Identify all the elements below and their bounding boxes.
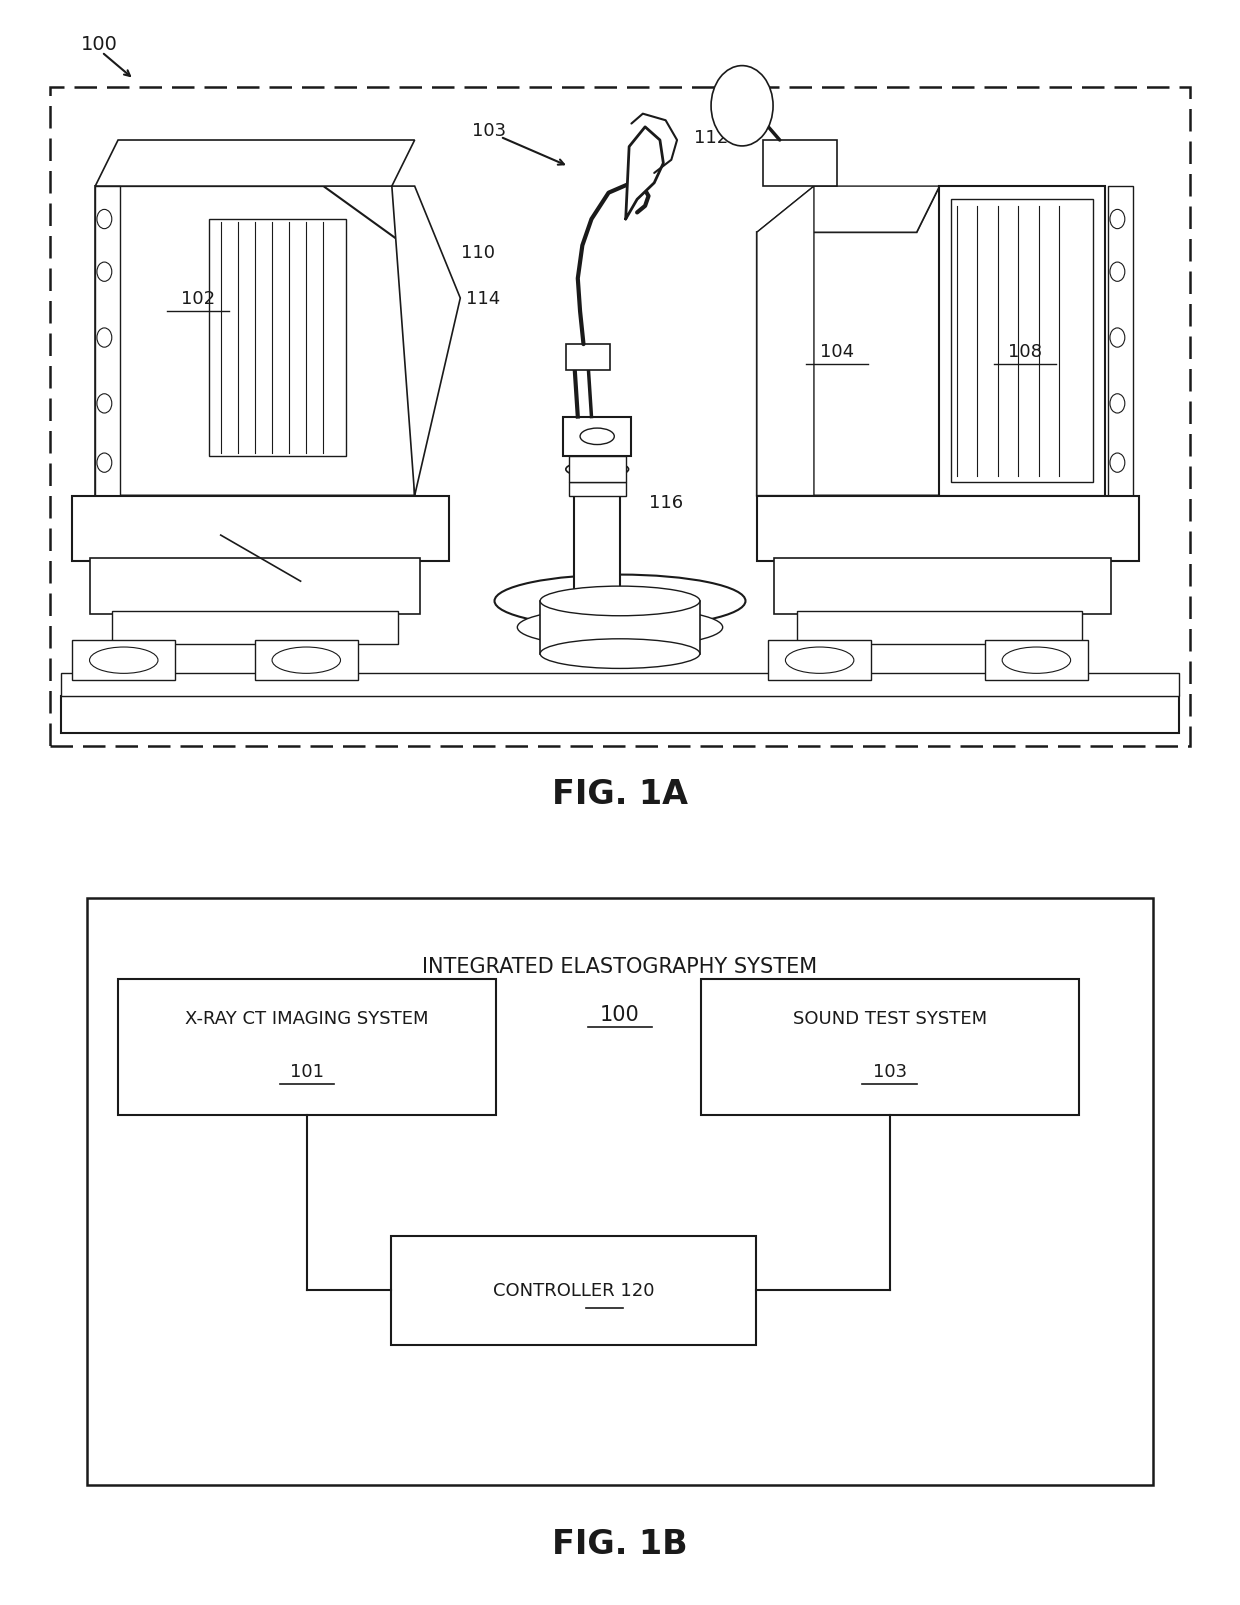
Circle shape xyxy=(1110,329,1125,348)
Ellipse shape xyxy=(785,647,854,674)
Bar xyxy=(50,88,1190,746)
Text: 101: 101 xyxy=(290,1063,324,1080)
Ellipse shape xyxy=(565,462,629,478)
Ellipse shape xyxy=(495,575,745,628)
Bar xyxy=(951,201,1094,483)
Bar xyxy=(985,640,1087,681)
Bar xyxy=(113,612,398,644)
Text: 103: 103 xyxy=(873,1063,906,1080)
Bar xyxy=(210,220,346,457)
Bar xyxy=(574,483,620,602)
Text: 114: 114 xyxy=(466,291,500,308)
Bar xyxy=(72,496,449,562)
Bar xyxy=(569,483,626,496)
Bar xyxy=(391,1236,756,1345)
Text: 104: 104 xyxy=(820,342,854,361)
Text: CONTROLLER 120: CONTROLLER 120 xyxy=(492,1281,655,1300)
Polygon shape xyxy=(626,128,663,220)
Bar xyxy=(541,602,699,655)
Bar xyxy=(797,612,1083,644)
Text: 108: 108 xyxy=(1008,342,1042,361)
Bar xyxy=(769,640,870,681)
Polygon shape xyxy=(756,188,813,496)
Bar xyxy=(87,899,1153,1485)
Circle shape xyxy=(1110,210,1125,230)
Ellipse shape xyxy=(1002,647,1070,674)
Text: X-RAY CT IMAGING SYSTEM: X-RAY CT IMAGING SYSTEM xyxy=(185,1010,429,1027)
Circle shape xyxy=(97,210,112,230)
Bar xyxy=(940,186,1105,496)
Text: FIG. 1A: FIG. 1A xyxy=(552,778,688,811)
Polygon shape xyxy=(95,141,414,188)
Bar xyxy=(569,457,626,483)
Bar xyxy=(763,141,837,188)
Ellipse shape xyxy=(541,587,699,616)
Bar xyxy=(118,979,496,1115)
Text: 102: 102 xyxy=(181,291,215,308)
Ellipse shape xyxy=(517,608,723,647)
Polygon shape xyxy=(392,188,460,496)
Bar xyxy=(774,559,1111,615)
Ellipse shape xyxy=(541,639,699,669)
Ellipse shape xyxy=(272,647,341,674)
Bar xyxy=(61,674,1179,697)
Ellipse shape xyxy=(552,640,688,668)
Circle shape xyxy=(97,329,112,348)
Bar xyxy=(701,979,1079,1115)
Ellipse shape xyxy=(580,429,614,445)
Polygon shape xyxy=(756,188,940,233)
Circle shape xyxy=(97,395,112,414)
Bar xyxy=(95,186,120,496)
Bar xyxy=(61,697,1179,733)
Bar xyxy=(255,640,357,681)
Polygon shape xyxy=(95,188,414,496)
Circle shape xyxy=(1110,395,1125,414)
Text: FIG. 1B: FIG. 1B xyxy=(552,1528,688,1560)
Bar xyxy=(89,559,420,615)
Text: 112: 112 xyxy=(694,128,728,146)
Text: 116: 116 xyxy=(649,494,683,512)
Ellipse shape xyxy=(89,647,157,674)
Circle shape xyxy=(1110,263,1125,282)
Circle shape xyxy=(1110,454,1125,473)
Text: 100: 100 xyxy=(81,35,118,55)
Circle shape xyxy=(711,66,773,146)
Text: 103: 103 xyxy=(471,122,506,140)
Circle shape xyxy=(97,263,112,282)
Bar xyxy=(756,496,1140,562)
Bar xyxy=(567,345,610,371)
Bar xyxy=(563,417,631,457)
Circle shape xyxy=(97,454,112,473)
Text: INTEGRATED ELASTOGRAPHY SYSTEM: INTEGRATED ELASTOGRAPHY SYSTEM xyxy=(423,957,817,976)
Bar xyxy=(72,640,175,681)
Text: SOUND TEST SYSTEM: SOUND TEST SYSTEM xyxy=(792,1010,987,1027)
Polygon shape xyxy=(756,188,940,496)
Bar xyxy=(1109,186,1133,496)
Text: 100: 100 xyxy=(600,1005,640,1024)
Text: 110: 110 xyxy=(460,244,495,262)
